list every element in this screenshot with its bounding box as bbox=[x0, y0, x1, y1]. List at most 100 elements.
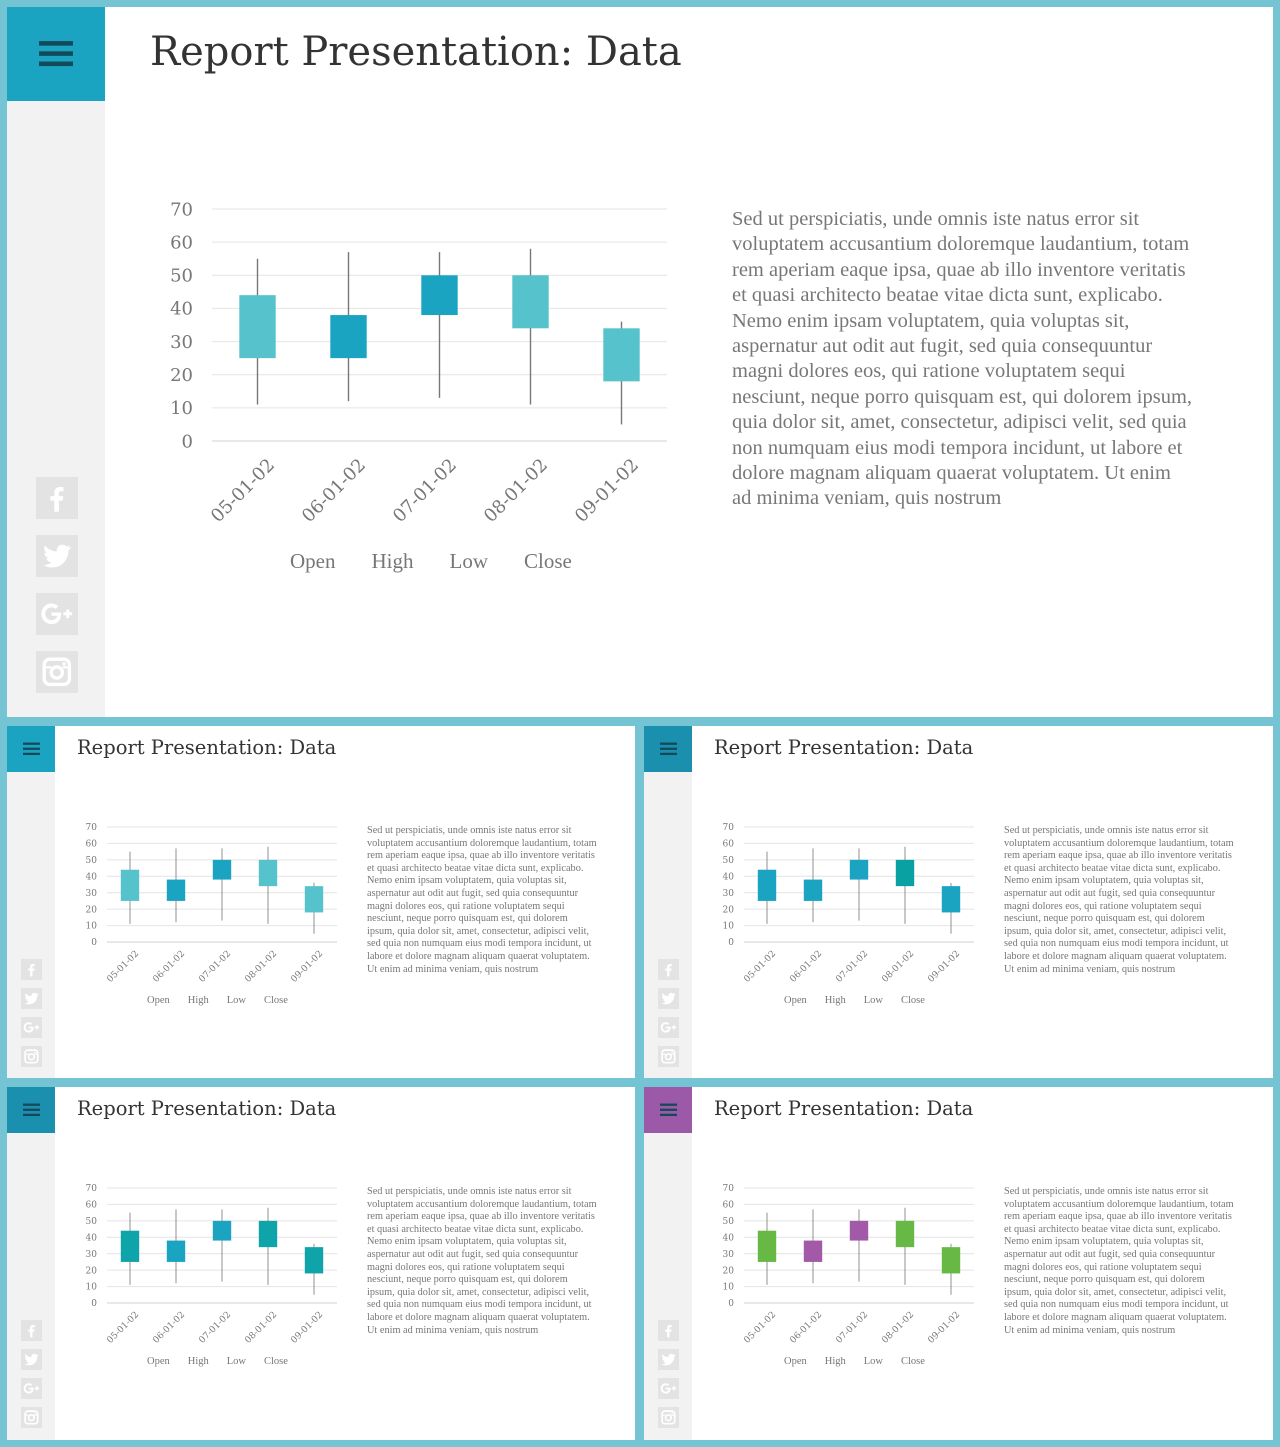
x-tick-label: 06-01-02 bbox=[298, 455, 370, 527]
menu-button[interactable] bbox=[644, 1087, 692, 1133]
legend-item: High bbox=[187, 1356, 209, 1367]
y-tick-label: 20 bbox=[86, 905, 98, 915]
slide-main: Report Presentation: Data 0 10 20 30 40 50 60 7… bbox=[7, 7, 1273, 717]
google-plus-icon[interactable] bbox=[21, 1378, 42, 1399]
candle-body bbox=[512, 275, 549, 329]
facebook-icon[interactable] bbox=[658, 1320, 679, 1341]
candle-body bbox=[166, 1240, 186, 1262]
menu-button[interactable] bbox=[7, 7, 105, 101]
hamburger-icon bbox=[39, 41, 73, 67]
x-tick-label: 09-01-02 bbox=[289, 1310, 325, 1346]
y-tick-label: 30 bbox=[170, 332, 193, 353]
y-tick-label: 10 bbox=[86, 1283, 98, 1293]
candle-body bbox=[849, 859, 869, 880]
instagram-icon[interactable] bbox=[658, 1407, 679, 1428]
y-tick-label: 30 bbox=[86, 889, 98, 899]
facebook-icon[interactable] bbox=[36, 477, 78, 519]
x-tick-label: 06-01-02 bbox=[151, 949, 187, 985]
legend-item: Low bbox=[863, 1356, 883, 1367]
candle-body bbox=[258, 859, 278, 887]
x-tick-label: 05-01-02 bbox=[742, 1310, 778, 1346]
y-tick-label: 0 bbox=[91, 1299, 97, 1309]
instagram-icon[interactable] bbox=[21, 1046, 42, 1067]
y-tick-label: 50 bbox=[170, 266, 193, 287]
y-tick-label: 0 bbox=[182, 431, 193, 452]
instagram-icon[interactable] bbox=[658, 1046, 679, 1067]
candle-body bbox=[941, 886, 961, 913]
twitter-icon[interactable] bbox=[658, 1349, 679, 1370]
legend-item: High bbox=[371, 549, 414, 573]
menu-button[interactable] bbox=[644, 726, 692, 772]
y-tick-label: 70 bbox=[86, 1184, 98, 1194]
chart-legend: Open High Low Close bbox=[147, 1356, 306, 1367]
facebook-icon[interactable] bbox=[21, 1320, 42, 1341]
google-plus-icon[interactable] bbox=[658, 1378, 679, 1399]
x-tick-label: 09-01-02 bbox=[926, 1310, 962, 1346]
x-tick-label: 06-01-02 bbox=[151, 1310, 187, 1346]
instagram-icon[interactable] bbox=[36, 651, 78, 693]
legend-item: Close bbox=[901, 995, 925, 1006]
y-tick-label: 40 bbox=[723, 1233, 735, 1243]
y-tick-label: 30 bbox=[86, 1250, 98, 1260]
y-tick-label: 50 bbox=[86, 856, 98, 866]
y-tick-label: 20 bbox=[170, 365, 193, 386]
page-title: Report Presentation: Data bbox=[714, 736, 974, 759]
facebook-icon[interactable] bbox=[21, 959, 42, 980]
social-icons bbox=[21, 1320, 42, 1432]
y-tick-label: 40 bbox=[170, 299, 193, 320]
hamburger-icon bbox=[22, 1103, 40, 1117]
google-plus-icon[interactable] bbox=[658, 1017, 679, 1038]
y-tick-label: 60 bbox=[86, 1201, 98, 1211]
chart-legend: Open High Low Close bbox=[784, 995, 943, 1006]
y-tick-label: 10 bbox=[723, 922, 735, 932]
social-icons bbox=[658, 1320, 679, 1432]
page-title: Report Presentation: Data bbox=[714, 1097, 974, 1120]
social-icons bbox=[36, 477, 78, 697]
y-tick-label: 50 bbox=[723, 1217, 735, 1227]
candle-body bbox=[330, 315, 367, 359]
twitter-icon[interactable] bbox=[21, 988, 42, 1009]
menu-button[interactable] bbox=[7, 1087, 55, 1133]
twitter-icon[interactable] bbox=[36, 535, 78, 577]
legend-item: Low bbox=[226, 995, 246, 1006]
y-tick-label: 60 bbox=[723, 1201, 735, 1211]
chart-legend: Open High Low Close bbox=[784, 1356, 943, 1367]
y-tick-label: 30 bbox=[723, 1250, 735, 1260]
candlestick-chart: 0 10 20 30 40 50 60 70 05-01-02 06-01-02 07-01-02 0… bbox=[80, 1179, 342, 1359]
legend-item: Low bbox=[226, 1356, 246, 1367]
x-tick-label: 05-01-02 bbox=[207, 455, 279, 527]
y-tick-label: 10 bbox=[723, 1283, 735, 1293]
legend-item: Close bbox=[524, 549, 572, 573]
y-tick-label: 20 bbox=[723, 1266, 735, 1276]
hamburger-icon bbox=[22, 742, 40, 756]
candle-body bbox=[212, 1220, 232, 1241]
x-tick-label: 05-01-02 bbox=[742, 949, 778, 985]
candle-body bbox=[849, 1220, 869, 1241]
instagram-icon[interactable] bbox=[21, 1407, 42, 1428]
google-plus-icon[interactable] bbox=[21, 1017, 42, 1038]
social-icons bbox=[658, 959, 679, 1071]
y-tick-label: 70 bbox=[723, 823, 735, 833]
facebook-icon[interactable] bbox=[658, 959, 679, 980]
google-plus-icon[interactable] bbox=[36, 593, 78, 635]
candle-body bbox=[603, 328, 640, 382]
y-tick-label: 30 bbox=[723, 889, 735, 899]
menu-button[interactable] bbox=[7, 726, 55, 772]
chart-svg: 0 10 20 30 40 50 60 70 05-01-02 06-01-02 07-01-02 0… bbox=[86, 823, 337, 985]
twitter-icon[interactable] bbox=[21, 1349, 42, 1370]
legend-item: Open bbox=[784, 1356, 807, 1367]
candle-body bbox=[895, 1220, 915, 1248]
y-tick-label: 40 bbox=[86, 872, 98, 882]
body-paragraph: Sed ut perspiciatis, unde omnis iste nat… bbox=[1004, 825, 1234, 975]
y-tick-label: 60 bbox=[86, 840, 98, 850]
hamburger-icon bbox=[659, 742, 677, 756]
y-tick-label: 50 bbox=[86, 1217, 98, 1227]
slide-thumb-1: Report Presentation: Data 0 10 20 30 40 50 60 7… bbox=[7, 726, 635, 1078]
legend-item: Low bbox=[863, 995, 883, 1006]
chart-svg: 0 10 20 30 40 50 60 70 05-01-02 06-01-02 07-01-02 0… bbox=[170, 199, 667, 527]
candle-body bbox=[803, 1240, 823, 1262]
body-paragraph: Sed ut perspiciatis, unde omnis iste nat… bbox=[367, 825, 597, 975]
page-title: Report Presentation: Data bbox=[150, 29, 682, 75]
candle-body bbox=[166, 879, 186, 901]
twitter-icon[interactable] bbox=[658, 988, 679, 1009]
